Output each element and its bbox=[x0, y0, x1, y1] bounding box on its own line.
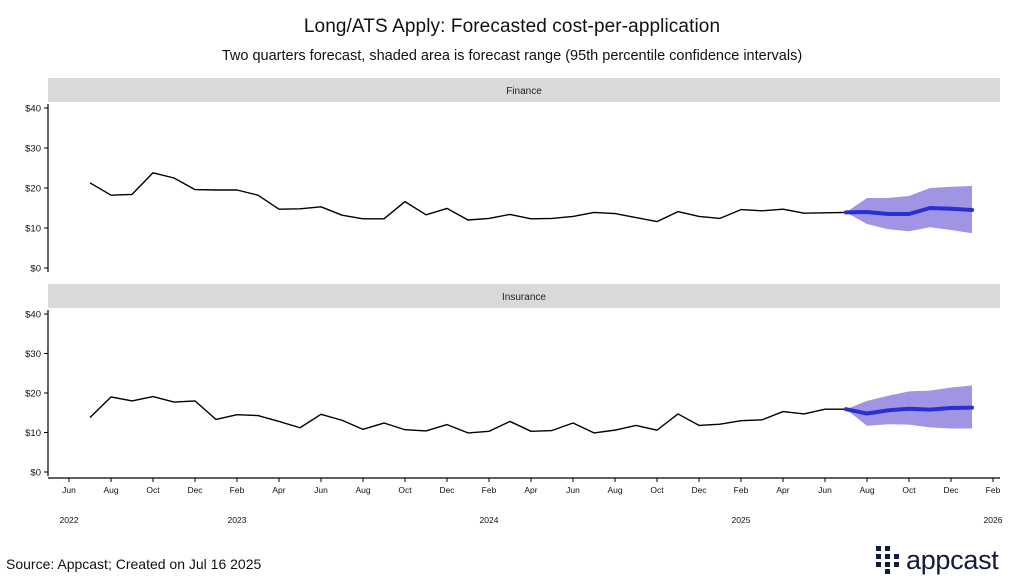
actual-series-line bbox=[89, 172, 847, 223]
x-tick-label: Feb bbox=[986, 485, 1001, 495]
x-tick-label: Apr bbox=[272, 485, 285, 495]
x-tick-label: Oct bbox=[398, 485, 412, 495]
y-tick-label: $30 bbox=[25, 144, 41, 155]
x-year-label: 2026 bbox=[984, 515, 1003, 525]
actual-series-line bbox=[89, 395, 846, 434]
x-tick-label: Feb bbox=[734, 485, 749, 495]
forecast-range-band bbox=[846, 186, 972, 234]
panel-strip-label: Insurance bbox=[502, 292, 546, 303]
x-tick-label: Jun bbox=[818, 485, 832, 495]
chart-title: Long/ATS Apply: Forecasted cost-per-appl… bbox=[303, 16, 721, 37]
x-tick-label: Jun bbox=[566, 485, 580, 495]
y-tick-label: $20 bbox=[25, 184, 41, 195]
y-tick-label: $10 bbox=[25, 428, 41, 439]
x-tick-label: Oct bbox=[146, 485, 160, 495]
x-tick-label: Aug bbox=[859, 485, 874, 495]
x-tick-label: Oct bbox=[650, 485, 664, 495]
y-tick-label: $40 bbox=[25, 104, 41, 115]
y-tick-label: $30 bbox=[25, 349, 41, 360]
source-note: Source: Appcast; Created on Jul 16 2025 bbox=[6, 556, 262, 572]
forecast-mean-line bbox=[844, 405, 974, 416]
x-tick-label: Dec bbox=[187, 485, 203, 495]
x-tick-label: Aug bbox=[355, 485, 370, 495]
x-tick-label: Apr bbox=[524, 485, 537, 495]
logo-wordmark: appcast bbox=[906, 545, 999, 575]
y-tick-label: $40 bbox=[25, 310, 41, 321]
x-tick-label: Jun bbox=[62, 485, 76, 495]
x-tick-label: Feb bbox=[482, 485, 497, 495]
panel-strip bbox=[48, 78, 1000, 102]
x-tick-label: Dec bbox=[691, 485, 707, 495]
x-tick-label: Aug bbox=[103, 485, 118, 495]
panel-finance: Finance $0 $10 $20 $30 $40 bbox=[25, 78, 1000, 275]
x-tick-label: Dec bbox=[439, 485, 455, 495]
x-tick-label: Aug bbox=[607, 485, 622, 495]
x-tick-label: Feb bbox=[230, 485, 245, 495]
x-tick-label: Dec bbox=[943, 485, 959, 495]
y-tick-label: $0 bbox=[30, 468, 41, 479]
panel-insurance: Insurance $0 $10 $20 $30 $40 bbox=[25, 284, 1000, 479]
x-year-label: 2023 bbox=[228, 515, 247, 525]
x-year-label: 2025 bbox=[732, 515, 751, 525]
forecast-mean-line bbox=[844, 206, 974, 216]
x-year-label: 2022 bbox=[60, 515, 79, 525]
y-tick-label: $20 bbox=[25, 389, 41, 400]
appcast-logo: appcast bbox=[876, 544, 999, 576]
y-tick-label: $0 bbox=[30, 264, 41, 275]
chart-subtitle: Two quarters forecast, shaded area is fo… bbox=[221, 48, 803, 64]
y-tick-label: $10 bbox=[25, 224, 41, 235]
appcast-dots-logo-icon bbox=[876, 546, 899, 574]
panel-strip bbox=[48, 284, 1000, 308]
x-tick-label: Jun bbox=[314, 485, 328, 495]
panel-strip-label: Finance bbox=[506, 86, 542, 97]
chart-area: Finance $0 $10 $20 $30 $40 Insurance $0 $10 $20 $3… bbox=[25, 78, 1003, 525]
x-tick-label: Apr bbox=[776, 485, 789, 495]
x-year-label: 2024 bbox=[480, 515, 499, 525]
x-tick-label: Oct bbox=[902, 485, 916, 495]
